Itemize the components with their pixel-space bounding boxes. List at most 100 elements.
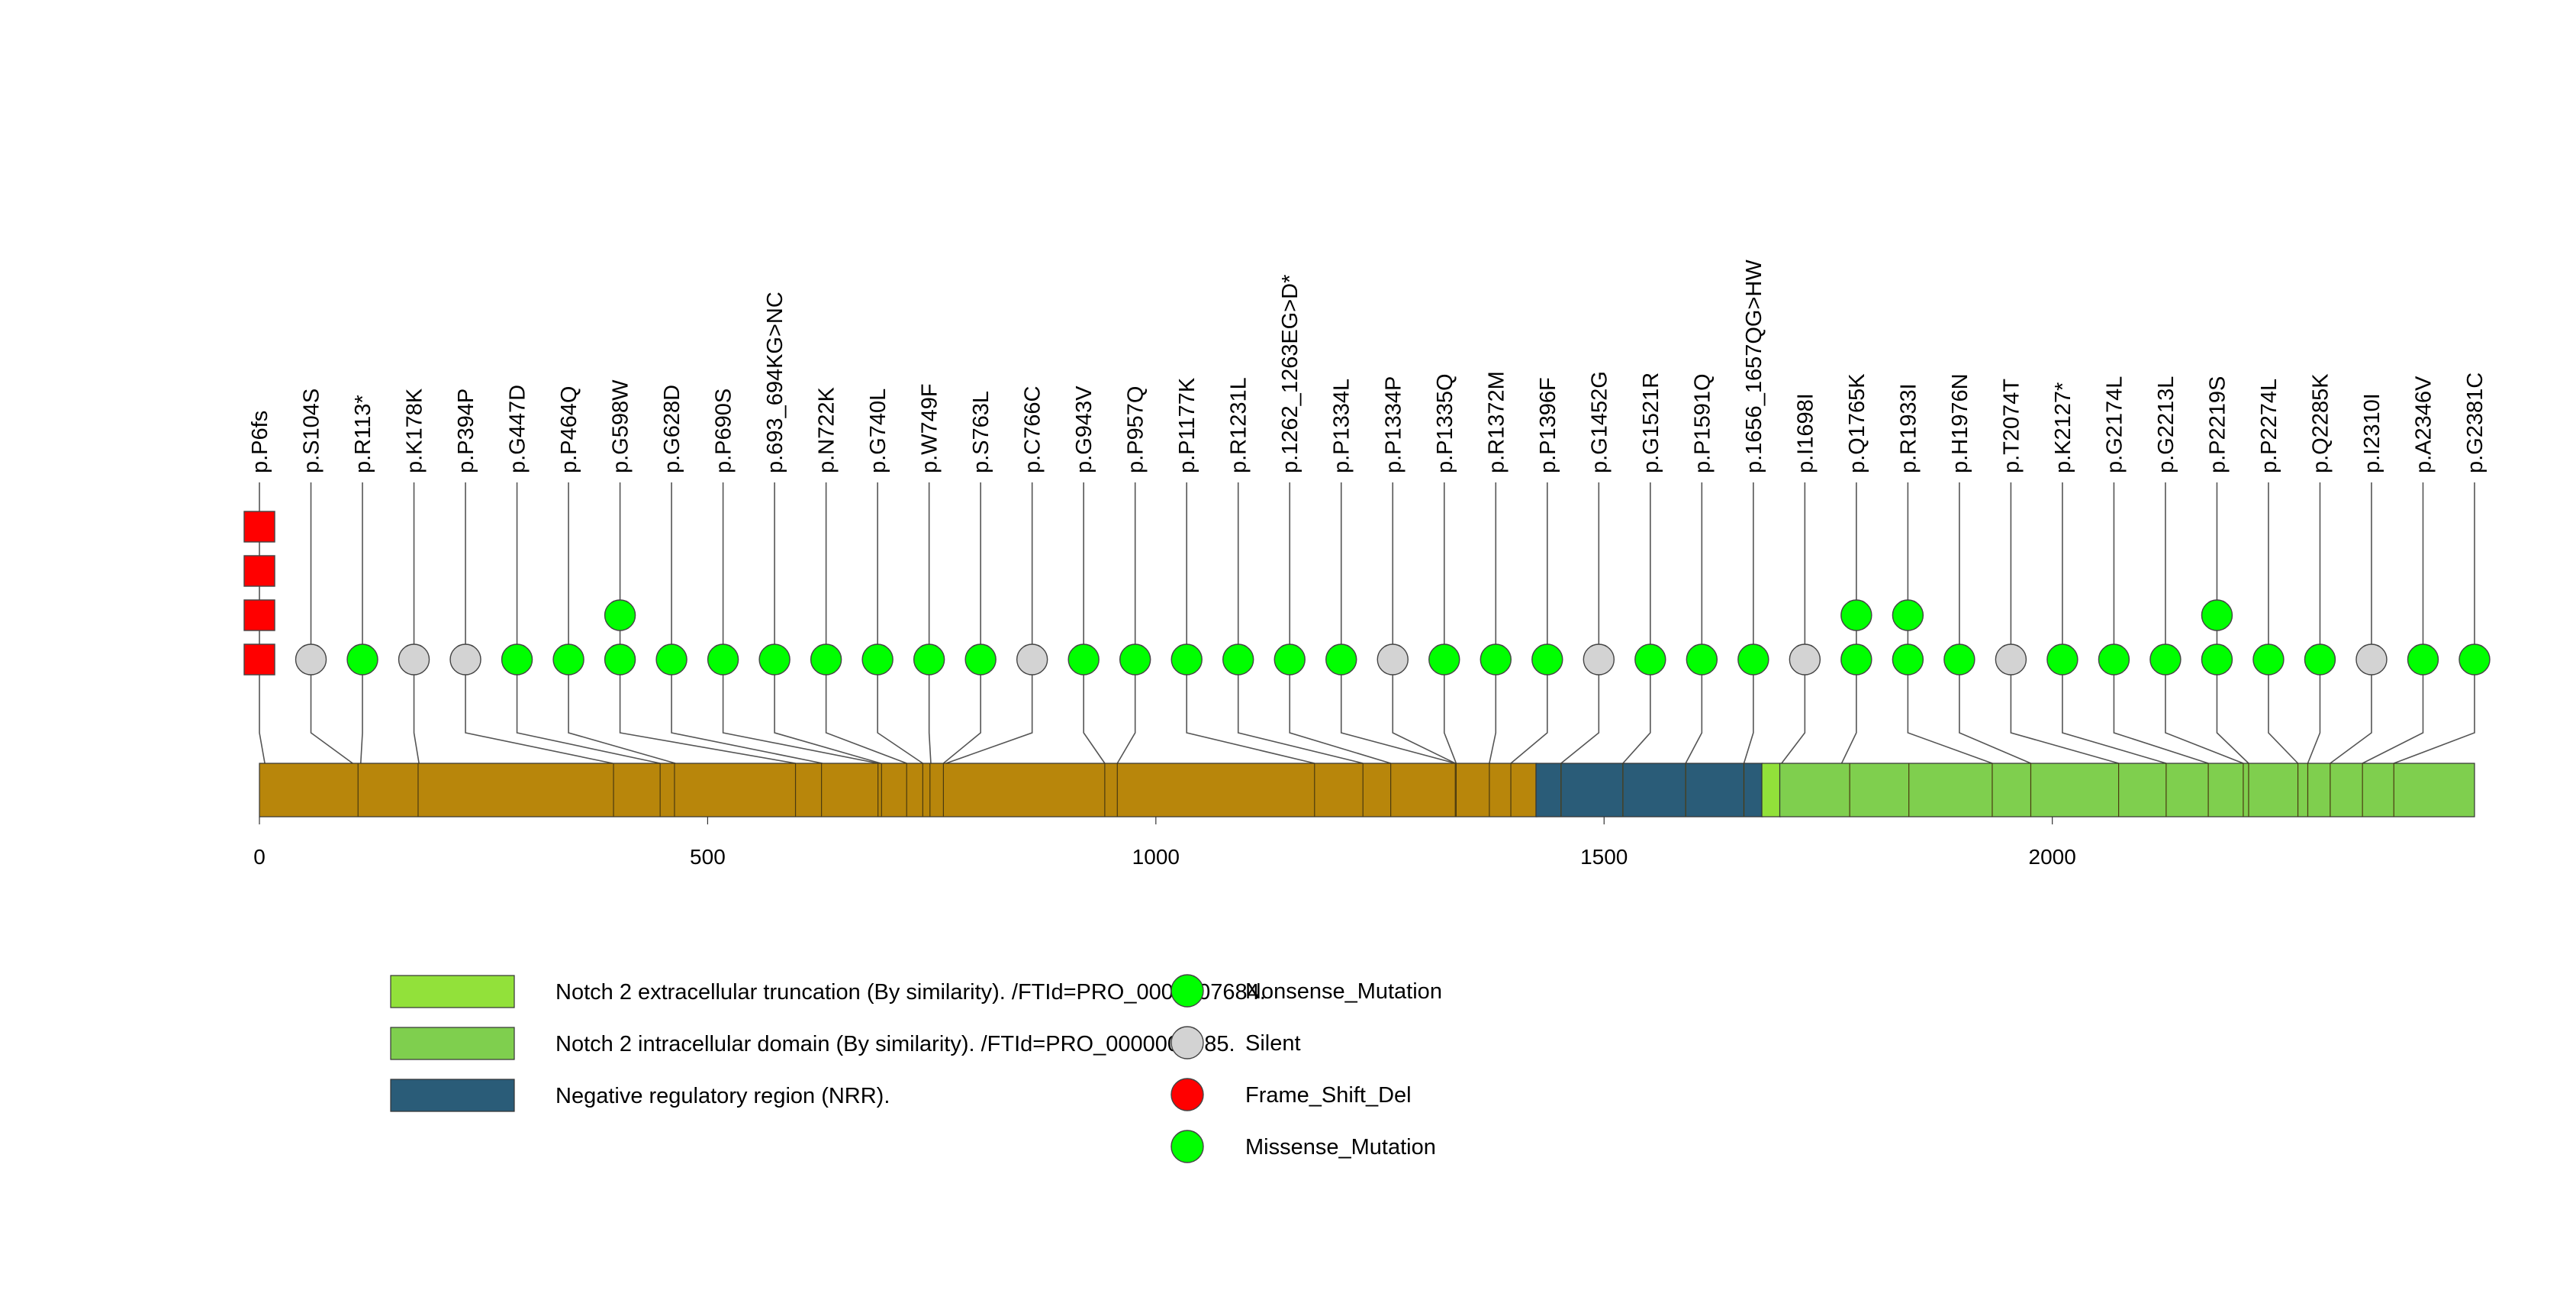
mutation-label: p.R1372M: [1484, 371, 1509, 473]
lollipop-stem: [942, 482, 981, 764]
lollipop-stem: [2165, 482, 2244, 764]
mutation-marker: [1686, 643, 1718, 676]
mutation-label: p.C766C: [1021, 386, 1045, 473]
mutation-marker: [1480, 643, 1512, 676]
mutation-label: p.P464Q: [557, 386, 581, 473]
mutation-marker: [346, 643, 378, 676]
lollipop-stem: [2362, 482, 2424, 764]
lollipop-stem: [1116, 482, 1136, 764]
protein-region: [1779, 763, 2475, 818]
mutation-label: p.G2213L: [2154, 376, 2178, 473]
mutation-label: p.G2381C: [2463, 372, 2487, 473]
lollipop-stem: [413, 482, 420, 764]
mutation-marker: [1634, 643, 1666, 676]
mutation-label: p.P690S: [712, 389, 736, 473]
frameshift-marker: [243, 511, 275, 543]
x-tick-label: 500: [690, 845, 726, 869]
mutation-label: p.S104S: [300, 389, 324, 473]
lollipop-stem: [2062, 482, 2167, 764]
mutation-marker: [1222, 643, 1254, 676]
x-tick-label: 1000: [1132, 845, 1180, 869]
mutation-marker: [552, 643, 584, 676]
mutation-label: p.G598W: [609, 379, 633, 473]
mutation-label: p.1262_1263EG>D*: [1278, 275, 1302, 473]
silent-marker: [398, 643, 430, 676]
lollipop-stem: [2113, 482, 2209, 764]
mutation-marker: [1531, 643, 1563, 676]
legend-label: Silent: [1245, 1031, 1301, 1056]
lollipop-stem: [2268, 482, 2299, 764]
mutation-marker: [2201, 599, 2233, 631]
silent-marker: [1377, 643, 1409, 676]
mutation-label: p.1656_1657QG>HW: [1742, 260, 1766, 473]
frameshift-marker: [243, 555, 275, 587]
mutation-marker: [1943, 643, 1975, 676]
mutation-label: p.G628D: [660, 385, 684, 473]
mutation-marker: [501, 643, 533, 676]
lollipop-stem: [1392, 482, 1456, 764]
mutation-label: p.P1334L: [1330, 379, 1354, 473]
mutation-marker: [2458, 643, 2491, 676]
mutation-marker: [1067, 643, 1100, 676]
lollipop-stem: [568, 482, 676, 764]
legend-marker: [1170, 1026, 1204, 1059]
x-tick-label: 2000: [2029, 845, 2076, 869]
lollipop-stem: [1959, 482, 2031, 764]
protein-region: [1761, 763, 1782, 818]
mutation-label: p.T2074T: [1999, 379, 2024, 473]
mutation-marker: [604, 643, 636, 676]
legend-label: Notch 2 intracellular domain (By similar…: [555, 1032, 1235, 1056]
legend-marker: [1170, 1130, 1204, 1163]
mutation-label: p.G943V: [1072, 385, 1096, 473]
mutation-label: p.G447D: [506, 385, 530, 473]
mutation-marker: [2098, 643, 2130, 676]
mutation-marker: [2046, 643, 2079, 676]
lollipop-stem: [1489, 482, 1497, 764]
x-axis: 0 500 1000 1500 2000: [253, 817, 2076, 869]
lollipop-stem: [2330, 482, 2372, 764]
lollipop-stem: [774, 482, 881, 764]
mutation-label: p.I2310I: [2360, 393, 2384, 473]
x-tick-label: 1500: [1580, 845, 1628, 869]
mutation-marker: [1737, 643, 1769, 676]
lollipop-stem: [2216, 482, 2249, 764]
legend-swatch: [390, 1027, 515, 1060]
legend-marker: [1170, 1078, 1204, 1111]
mutation-marker: [655, 643, 687, 676]
lollipop-stem: [825, 482, 907, 764]
mutation-marker: [1892, 643, 1924, 676]
frameshift-marker: [243, 599, 275, 631]
protein-region: [1535, 763, 1763, 818]
mutation-label: p.R113*: [351, 395, 375, 473]
mutation-marker: [2149, 643, 2182, 676]
lollipop-stem: [516, 482, 661, 764]
legend-swatch: [390, 1079, 515, 1112]
lollipop-stem: [619, 482, 796, 764]
lollipop-stem: [877, 482, 923, 764]
mutation-marker: [2252, 643, 2285, 676]
lollipop-stems: [259, 482, 2475, 764]
mutation-marker: [2407, 643, 2439, 676]
mutation-marker: [1840, 643, 1872, 676]
silent-marker: [1995, 643, 2027, 676]
mutation-marker: [758, 643, 791, 676]
legend-label: Missense_Mutation: [1245, 1135, 1436, 1159]
silent-marker: [1583, 643, 1615, 676]
legend-label: Frame_Shift_Del: [1245, 1083, 1412, 1108]
lollipop-stem: [722, 482, 878, 764]
mutation-label: p.R1933I: [1896, 383, 1921, 473]
silent-marker: [449, 643, 481, 676]
mutation-marker: [2201, 643, 2233, 676]
mutation-marker: [1892, 599, 1924, 631]
silent-marker: [2355, 643, 2388, 676]
lollipop-stem: [1743, 482, 1754, 764]
silent-marker: [295, 643, 327, 676]
legend-marker: [1170, 974, 1204, 1008]
mutation-label: p.K2127*: [2051, 382, 2075, 473]
lollipop-stem: [1622, 482, 1651, 764]
lollipop-stem: [1289, 482, 1391, 764]
legend-swatch: [390, 975, 515, 1008]
mutation-labels: p.P6fs p.S104S p.R113* p.K178K p.P394P p.G447…: [248, 260, 2487, 473]
lollipop-stem: [1443, 482, 1457, 764]
